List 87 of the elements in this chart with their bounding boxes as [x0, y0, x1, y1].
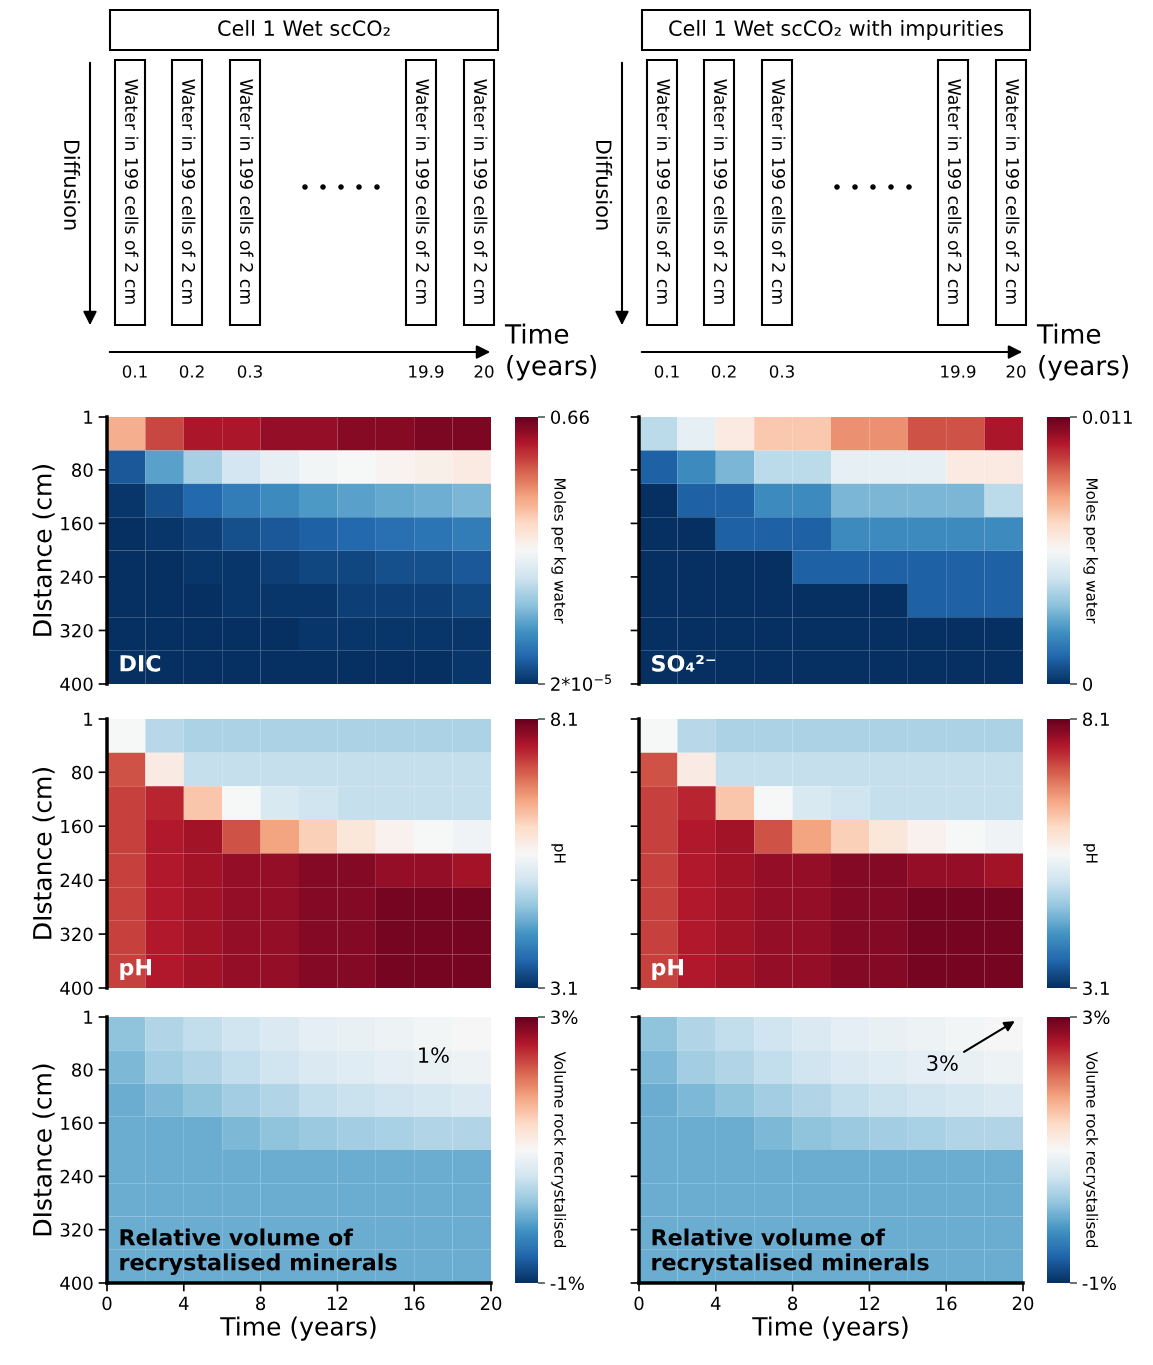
y-tick-label: 80 [72, 765, 93, 780]
y-tick-label: 1 [84, 1010, 93, 1024]
text: Water in 199 cells of 2 cm [771, 79, 786, 304]
y-axis-title: DIstance (cm) [32, 1064, 55, 1236]
y-tick-label: 80 [72, 463, 93, 477]
category-label: 20 [474, 365, 494, 378]
text: Water in 199 cells of 2 cm [1005, 79, 1020, 304]
text: Water in 199 cells of 2 cm [415, 79, 430, 304]
y-axis-title: DIstance (cm) [32, 768, 55, 939]
color-bar-title: Volume rock recrystalised [1083, 1051, 1099, 1248]
text: Diffusion [595, 140, 613, 230]
annotation: 1% [419, 1047, 449, 1063]
color-bar-label: -1% [1082, 1276, 1116, 1291]
annotation: Relative volume of recrystalised minerals [652, 1228, 929, 1276]
color-bar-title: Volume rock recrystalised [551, 1051, 567, 1248]
color-bar-label: 0.011 [1083, 410, 1132, 425]
x-tick-label: 4 [710, 1296, 721, 1310]
color-bar-title: Moles per kg water [551, 478, 567, 624]
x-tick-label: 12 [859, 1296, 880, 1310]
y-tick-label: 160 [61, 1116, 93, 1131]
x-axis-title: Time (years) [752, 1316, 908, 1341]
color-bar-label: 8.1 [551, 712, 577, 727]
y-tick-label: 320 [60, 927, 93, 942]
y-tick-label: 240 [60, 873, 93, 888]
annotation: 3% [927, 1055, 958, 1071]
x-tick-label: 4 [178, 1296, 189, 1310]
text: Water in 199 cells of 2 cm [656, 79, 671, 304]
category-label: 0.1 [122, 365, 147, 378]
text: Cell 1 Wet scCO₂ [218, 19, 390, 37]
color-bar-label: 3% [1083, 1010, 1110, 1025]
category-label: 0.3 [237, 365, 262, 378]
x-tick-label: 16 [936, 1296, 957, 1311]
y-tick-label: 240 [60, 570, 93, 585]
category-label: 19.9 [941, 365, 976, 378]
text: Water in 199 cells of 2 cm [124, 79, 139, 304]
color-bar-label: 3.1 [1083, 981, 1109, 996]
text: Water in 199 cells of 2 cm [713, 79, 728, 304]
annotation: pH [652, 959, 683, 980]
category-label: 19.9 [409, 365, 444, 378]
category-label: 0.3 [769, 365, 794, 378]
text: Water in 199 cells of 2 cm [473, 79, 488, 304]
x-tick-label: 8 [256, 1296, 266, 1311]
y-tick-label: 1 [84, 410, 93, 424]
x-tick-label: 12 [327, 1296, 348, 1310]
x-tick-label: 8 [788, 1296, 798, 1311]
x-tick-label: 16 [404, 1296, 425, 1311]
color-bar-title: pH [551, 844, 566, 863]
color-bar-label: 8.1 [1083, 712, 1109, 727]
text: Time (years) [1036, 323, 1128, 381]
text: Water in 199 cells of 2 cm [947, 79, 962, 304]
x-axis-title: Time (years) [220, 1316, 376, 1341]
annotation: Relative volume of recrystalised minerals [120, 1228, 397, 1276]
annotation: DIC [120, 654, 161, 672]
category-label: 20 [1006, 365, 1026, 378]
y-tick-label: 160 [61, 516, 93, 531]
color-bar-label: 0 [1083, 677, 1093, 692]
y-tick-label: 160 [61, 819, 93, 834]
annotation: pH [120, 959, 151, 980]
x-tick-label: 20 [1012, 1296, 1034, 1311]
annotation: SO₄²⁻ [652, 654, 716, 672]
color-bar-label: 3% [551, 1010, 578, 1025]
category-label: 0.1 [654, 365, 679, 378]
color-bar-label: 2*10$^{−5}$ [551, 674, 611, 691]
x-tick-label: 20 [480, 1296, 502, 1311]
text: Water in 199 cells of 2 cm [181, 79, 196, 304]
color-bar-label: 3.1 [551, 981, 577, 996]
color-bar-label: -1% [550, 1276, 584, 1291]
y-tick-label: 1 [84, 712, 93, 726]
x-tick-label: 0 [634, 1296, 644, 1311]
color-bar-label: 0.66 [551, 410, 589, 425]
color-bar-title: Moles per kg water [1083, 478, 1099, 624]
category-label: 0.2 [179, 365, 204, 378]
y-tick-label: 320 [60, 623, 93, 638]
y-tick-label: 400 [60, 981, 93, 996]
category-label: 0.2 [711, 365, 736, 378]
y-tick-label: 400 [60, 1276, 93, 1291]
y-tick-label: 80 [72, 1063, 93, 1077]
y-tick-label: 320 [60, 1223, 93, 1237]
text: Time (years) [504, 323, 596, 381]
y-tick-label: 240 [60, 1169, 93, 1184]
y-axis-title: DIstance (cm) [32, 465, 55, 636]
text: Diffusion [63, 140, 81, 230]
text: Cell 1 Wet scCO₂ with impurities [669, 19, 1003, 41]
text: Water in 199 cells of 2 cm [239, 79, 254, 304]
y-tick-label: 400 [60, 677, 93, 692]
color-bar-title: pH [1083, 844, 1098, 863]
x-tick-label: 0 [102, 1296, 112, 1311]
